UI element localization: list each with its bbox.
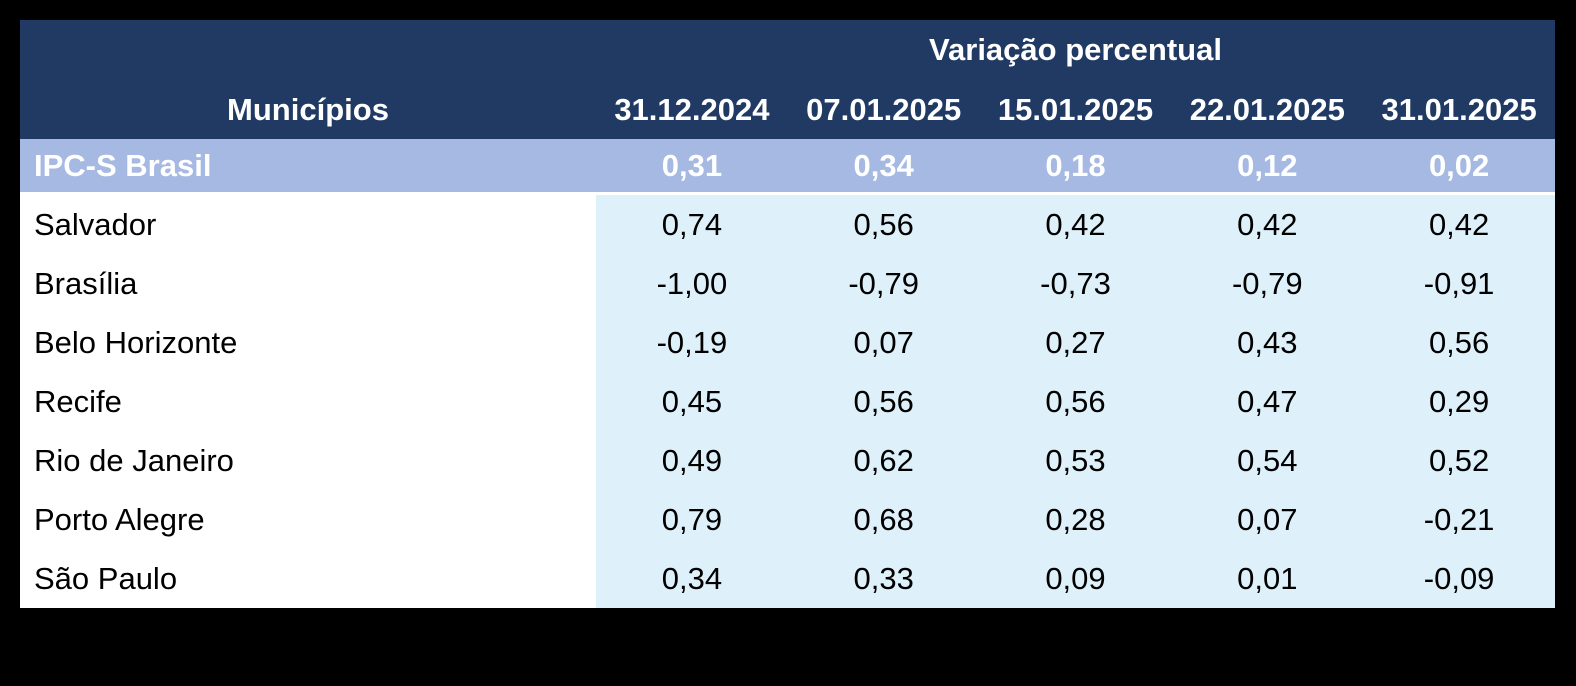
value-cell: 0,53 — [979, 431, 1172, 490]
value-cell: 0,29 — [1363, 372, 1556, 431]
value-cell: 0,02 — [1363, 139, 1556, 195]
header-spacer-cell — [20, 20, 596, 80]
value-cell: 0,52 — [1363, 431, 1556, 490]
row-label-ipcs-brasil: IPC-S Brasil — [20, 139, 596, 195]
group-title: Variação percentual — [596, 20, 1556, 80]
table-row-brasilia: Brasília -1,00 -0,79 -0,73 -0,79 -0,91 — [20, 254, 1556, 313]
value-cell: 0,49 — [596, 431, 788, 490]
group-title-row: Variação percentual — [20, 20, 1556, 80]
value-cell: 0,45 — [596, 372, 788, 431]
value-cell: -0,79 — [787, 254, 980, 313]
row-label: Porto Alegre — [20, 490, 596, 549]
row-label: Salvador — [20, 193, 596, 254]
value-cell: 0,09 — [979, 549, 1172, 608]
value-cell: 0,07 — [1171, 490, 1364, 549]
table-row-porto-alegre: Porto Alegre 0,79 0,68 0,28 0,07 -0,21 — [20, 490, 1556, 549]
value-cell: -0,21 — [1363, 490, 1556, 549]
value-cell: 0,27 — [979, 313, 1172, 372]
value-cell: 0,68 — [787, 490, 980, 549]
table-body: IPC-S Brasil 0,31 0,34 0,18 0,12 0,02 Sa… — [20, 139, 1556, 608]
column-header-municipios: Municípios — [20, 80, 596, 139]
row-label: São Paulo — [20, 549, 596, 608]
value-cell: 0,43 — [1171, 313, 1364, 372]
value-cell: 0,56 — [1363, 313, 1556, 372]
value-cell: -0,91 — [1363, 254, 1556, 313]
value-cell: 0,47 — [1171, 372, 1364, 431]
value-cell: 0,42 — [1363, 193, 1556, 254]
column-header-date-3: 15.01.2025 — [979, 80, 1172, 139]
value-cell: 0,79 — [596, 490, 788, 549]
value-cell: 0,01 — [1171, 549, 1364, 608]
column-header-date-2: 07.01.2025 — [787, 80, 980, 139]
table-header: Variação percentual Municípios 31.12.202… — [20, 20, 1556, 139]
value-cell: 0,62 — [787, 431, 980, 490]
value-cell: 0,28 — [979, 490, 1172, 549]
row-label: Recife — [20, 372, 596, 431]
value-cell: 0,12 — [1171, 139, 1364, 195]
value-cell: 0,33 — [787, 549, 980, 608]
value-cell: -1,00 — [596, 254, 788, 313]
column-header-date-5: 31.01.2025 — [1363, 80, 1556, 139]
table-row-belo-horizonte: Belo Horizonte -0,19 0,07 0,27 0,43 0,56 — [20, 313, 1556, 372]
value-cell: 0,34 — [787, 139, 980, 195]
table-row-salvador: Salvador 0,74 0,56 0,42 0,42 0,42 — [20, 193, 1556, 254]
value-cell: -0,09 — [1363, 549, 1556, 608]
value-cell: -0,79 — [1171, 254, 1364, 313]
row-label: Rio de Janeiro — [20, 431, 596, 490]
value-cell: 0,42 — [1171, 193, 1364, 254]
value-cell: 0,34 — [596, 549, 788, 608]
column-header-date-1: 31.12.2024 — [596, 80, 788, 139]
row-label: Brasília — [20, 254, 596, 313]
column-header-row: Municípios 31.12.2024 07.01.2025 15.01.2… — [20, 80, 1556, 139]
table-row-rio-de-janeiro: Rio de Janeiro 0,49 0,62 0,53 0,54 0,52 — [20, 431, 1556, 490]
row-label: Belo Horizonte — [20, 313, 596, 372]
table-row-ipcs-brasil: IPC-S Brasil 0,31 0,34 0,18 0,12 0,02 — [20, 139, 1556, 195]
table-row-sao-paulo: São Paulo 0,34 0,33 0,09 0,01 -0,09 — [20, 549, 1556, 608]
value-cell: -0,73 — [979, 254, 1172, 313]
value-cell: 0,42 — [979, 193, 1172, 254]
value-cell: 0,56 — [787, 372, 980, 431]
value-cell: 0,31 — [596, 139, 788, 195]
value-cell: 0,54 — [1171, 431, 1364, 490]
ipc-s-variation-table: Variação percentual Municípios 31.12.202… — [20, 20, 1556, 608]
value-cell: 0,74 — [596, 193, 788, 254]
value-cell: 0,56 — [787, 193, 980, 254]
value-cell: 0,56 — [979, 372, 1172, 431]
value-cell: 0,07 — [787, 313, 980, 372]
table-row-recife: Recife 0,45 0,56 0,56 0,47 0,29 — [20, 372, 1556, 431]
value-cell: -0,19 — [596, 313, 788, 372]
column-header-date-4: 22.01.2025 — [1171, 80, 1364, 139]
value-cell: 0,18 — [979, 139, 1172, 195]
